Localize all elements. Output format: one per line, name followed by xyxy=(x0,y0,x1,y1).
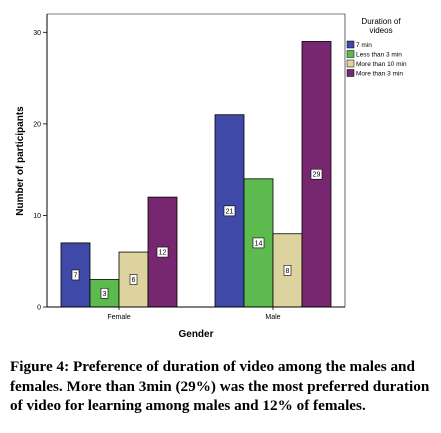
data-label: 21 xyxy=(226,208,234,215)
axes-layer: Female Male 0 10 20 30 xyxy=(33,13,346,321)
legend-label: More than 10 min xyxy=(356,61,407,68)
legend-title: Duration of videos xyxy=(361,17,401,35)
data-label-box xyxy=(283,265,292,276)
figure-caption: Figure 4: Preference of duration of vide… xyxy=(10,358,430,414)
y-tick-label: 0 xyxy=(37,305,41,312)
legend-swatch xyxy=(346,69,355,77)
bar-chart-svg: 7 3 6 12 21 14 8 29 Female Male 0 10 20 30 Number of… xyxy=(15,13,407,340)
data-label: 14 xyxy=(255,240,263,247)
y-axis-title: Number of participants xyxy=(15,106,26,216)
data-label: 8 xyxy=(286,268,290,275)
data-label-box xyxy=(71,269,80,281)
data-label-box xyxy=(129,274,138,285)
legend-label: More than 3 min xyxy=(356,71,403,78)
data-label-box xyxy=(223,205,236,217)
bar-male-series-3 xyxy=(301,41,332,308)
legend-swatch xyxy=(346,59,355,68)
data-label: 7 xyxy=(74,272,78,279)
data-label: 3 xyxy=(103,291,107,298)
bars-layer: 7 3 6 12 21 14 8 29 xyxy=(60,41,332,308)
y-tick-label: 10 xyxy=(33,213,41,220)
data-label: 6 xyxy=(132,277,136,284)
y-tick-label: 20 xyxy=(33,121,41,128)
legend: Duration of videos 7 min Less than 3 min Mor… xyxy=(346,17,407,78)
legend-label: Less than 3 min xyxy=(356,52,402,59)
x-tick-label: Female xyxy=(107,314,130,321)
chart: 7 3 6 12 21 14 8 29 Female Male 0 10 20 30 Number of… xyxy=(15,13,407,340)
legend-label: 7 min xyxy=(356,42,372,49)
data-label: 12 xyxy=(159,250,167,257)
data-label-box xyxy=(100,287,109,299)
data-label-box xyxy=(310,168,323,180)
data-label-box xyxy=(156,246,169,258)
data-label: 29 xyxy=(313,172,321,179)
x-axis-title: Gender xyxy=(178,329,213,340)
x-tick-label: Male xyxy=(265,314,280,321)
legend-swatch xyxy=(346,40,355,49)
legend-swatch xyxy=(346,50,355,58)
y-tick-label: 30 xyxy=(33,30,41,37)
data-label-box xyxy=(252,237,265,249)
